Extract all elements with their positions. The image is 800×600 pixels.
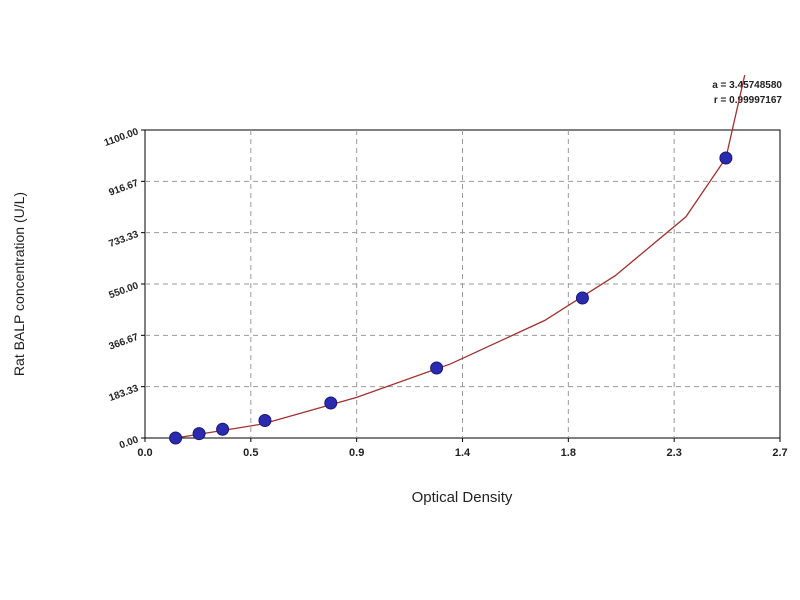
y-tick-label: 366.67 [108,332,141,353]
data-point [169,431,183,445]
data-point [192,427,206,441]
x-tick-label: 2.7 [772,447,787,459]
x-tick-label: 0.0 [137,447,152,459]
x-tick-label: 2.3 [667,447,682,459]
y-tick-label: 183.33 [108,383,141,404]
fit-curve [175,74,746,439]
y-tick-label: 1100.00 [103,126,141,149]
data-point [258,414,272,427]
data-point [719,151,733,165]
x-axis-label: Optical Density [412,489,513,506]
x-tick-label: 1.8 [561,447,576,459]
data-point [430,361,444,375]
y-tick-label: 916.67 [108,178,141,199]
y-tick-label: 550.00 [108,280,141,301]
data-point [324,396,338,410]
x-tick-label: 0.5 [243,447,258,459]
x-tick-label: 0.9 [349,447,364,459]
y-axis-label: Rat BALP concentration (U/L) [11,192,27,376]
annotation: r = 0.99997167 [714,95,783,106]
x-tick-label: 1.4 [455,447,471,459]
data-point [575,291,589,305]
annotation: a = 3.45748580 [712,80,782,91]
data-point [216,422,230,436]
y-tick-label: 733.33 [108,229,141,250]
